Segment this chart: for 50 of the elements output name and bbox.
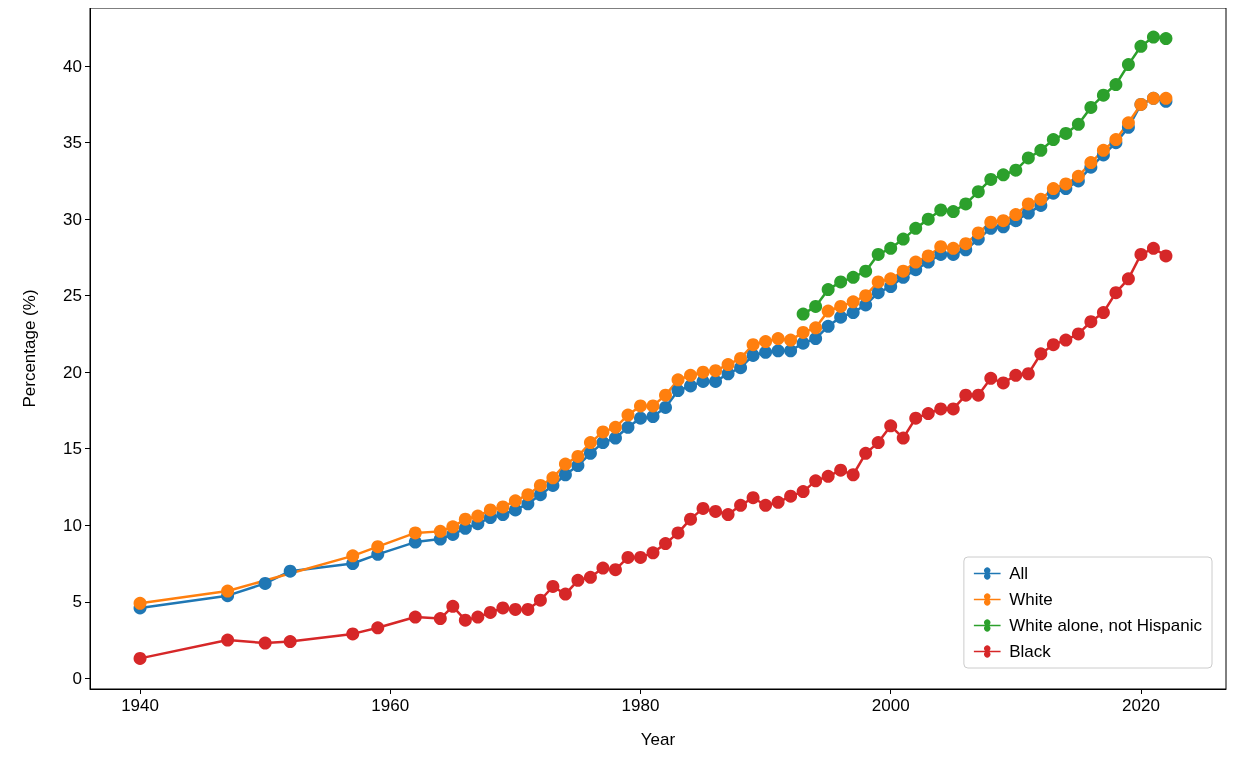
- point: [1134, 39, 1148, 53]
- point: [934, 203, 948, 217]
- y-tick-label: 30: [63, 209, 82, 229]
- legend-label: All: [1009, 564, 1029, 583]
- point: [834, 275, 848, 289]
- point: [1059, 126, 1073, 140]
- legend-label: White: [1009, 590, 1053, 609]
- point: [859, 264, 873, 278]
- point: [1046, 133, 1060, 147]
- x-tick-label: 1940: [121, 696, 159, 715]
- point: [1121, 58, 1135, 72]
- point: [896, 232, 910, 246]
- point: [1159, 32, 1173, 46]
- y-tick-label: 35: [63, 133, 82, 153]
- y-axis-title: Percentage (%): [20, 289, 39, 408]
- point: [884, 241, 898, 255]
- x-axis-title: Year: [640, 730, 676, 749]
- point: [946, 205, 960, 219]
- y-tick-label: 40: [63, 56, 82, 76]
- y-tick-label: 10: [63, 515, 82, 535]
- point: [1021, 151, 1035, 165]
- point: [821, 283, 835, 297]
- legend-label: White alone, not Hispanic: [1009, 616, 1203, 635]
- point: [996, 168, 1010, 182]
- point: [984, 172, 998, 186]
- point: [959, 197, 973, 211]
- point: [1034, 143, 1048, 157]
- point: [971, 185, 985, 199]
- point: [1146, 30, 1160, 44]
- point: [921, 212, 935, 226]
- y-tick-label: 0: [72, 668, 82, 688]
- point: [846, 270, 860, 284]
- point: [796, 307, 810, 321]
- y-tick-label: 25: [63, 286, 82, 306]
- point: [909, 221, 923, 235]
- y-tick-label: 5: [72, 592, 82, 612]
- point: [1009, 163, 1023, 177]
- y-tick-label: 20: [63, 362, 82, 382]
- x-tick-label: 1980: [621, 696, 660, 715]
- point: [871, 247, 885, 261]
- point: [1084, 100, 1098, 114]
- x-tick-label: 1960: [371, 696, 410, 715]
- point: [1096, 88, 1110, 102]
- point: [1109, 78, 1123, 92]
- y-tick-label: 15: [63, 439, 82, 459]
- point: [1071, 117, 1085, 131]
- point: [809, 299, 823, 313]
- x-tick-label: 2000: [871, 696, 910, 715]
- x-tick-label: 2020: [1122, 696, 1160, 715]
- legend-label: Black: [1009, 642, 1052, 661]
